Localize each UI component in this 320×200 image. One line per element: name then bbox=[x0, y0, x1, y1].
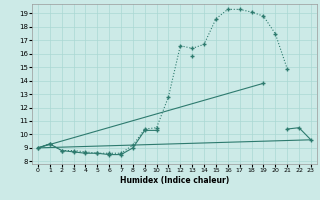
X-axis label: Humidex (Indice chaleur): Humidex (Indice chaleur) bbox=[120, 176, 229, 185]
